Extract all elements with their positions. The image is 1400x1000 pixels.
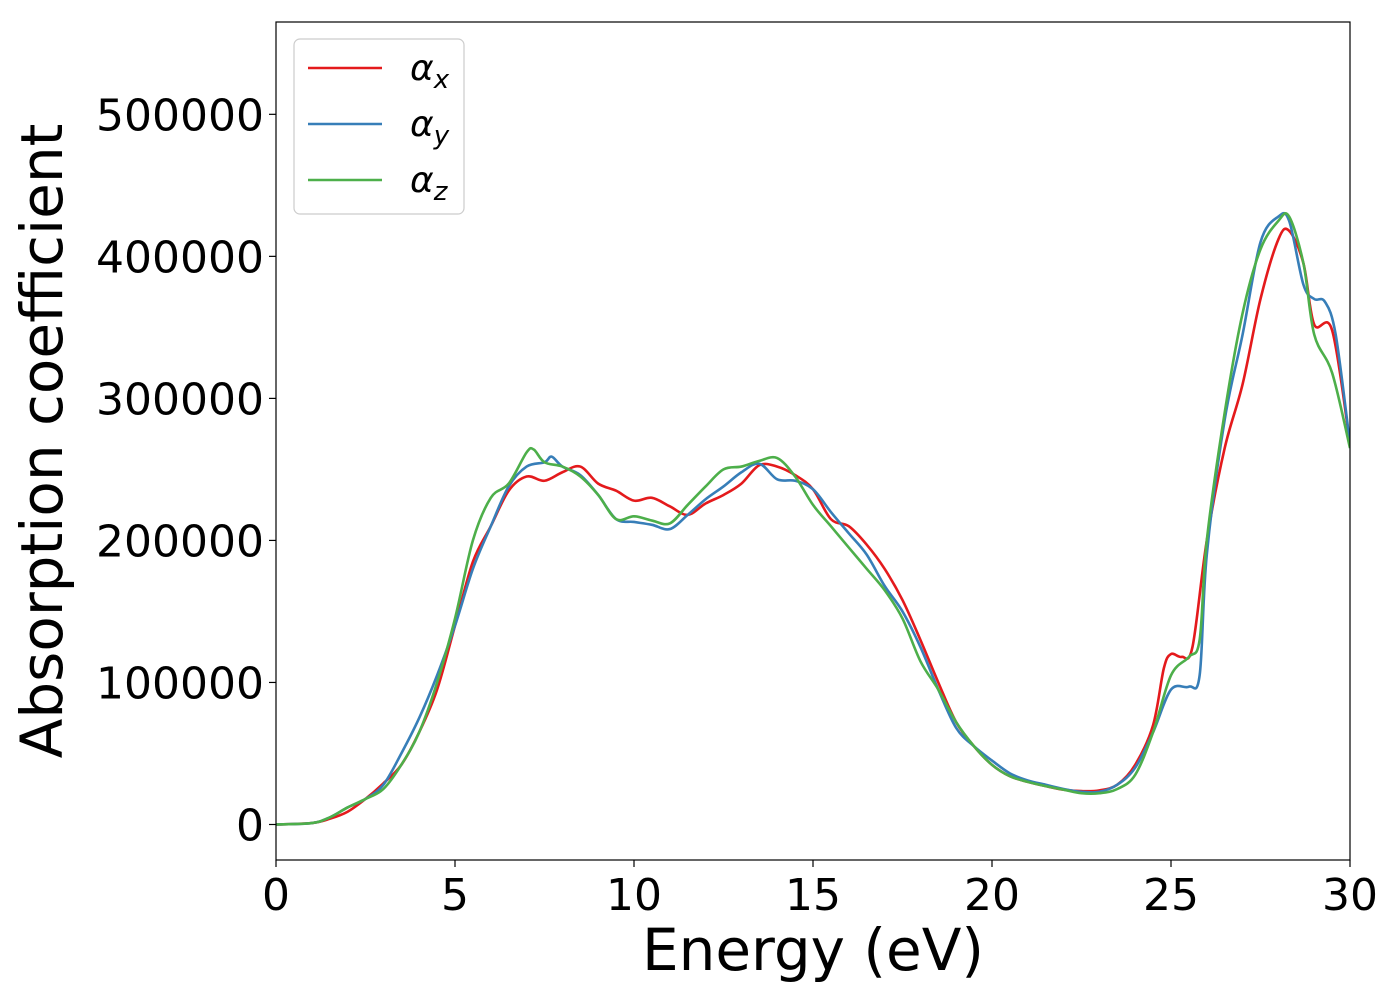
x-tick-label: 25 [1143,870,1199,921]
legend-label-alpha-z: αz [410,160,449,207]
x-tick-label: 5 [441,870,469,921]
x-tick-label: 15 [785,870,841,921]
x-axis-ticks: 0 5 10 15 20 25 30 [262,860,1378,921]
x-axis-label: Energy (eV) [642,916,984,984]
y-tick-label: 300000 [96,374,264,425]
y-tick-label: 400000 [96,232,264,283]
series-line-alpha-x [276,227,1350,826]
x-tick-label: 0 [262,870,290,921]
y-tick-label: 200000 [96,516,264,567]
x-tick-label: 10 [606,870,662,921]
y-tick-label: 500000 [96,90,264,141]
x-tick-label: 30 [1322,870,1378,921]
y-tick-label: 100000 [96,658,264,709]
series-line-alpha-z [276,212,1350,826]
y-axis-label: Absorption coefficient [8,124,76,759]
legend-frame [293,38,465,215]
series-line-alpha-y [276,211,1350,826]
y-axis-ticks: 0 100000 200000 300000 400000 500000 [96,90,276,851]
x-tick-label: 20 [964,870,1020,921]
series-layer [276,211,1350,826]
y-tick-label: 0 [236,800,264,851]
